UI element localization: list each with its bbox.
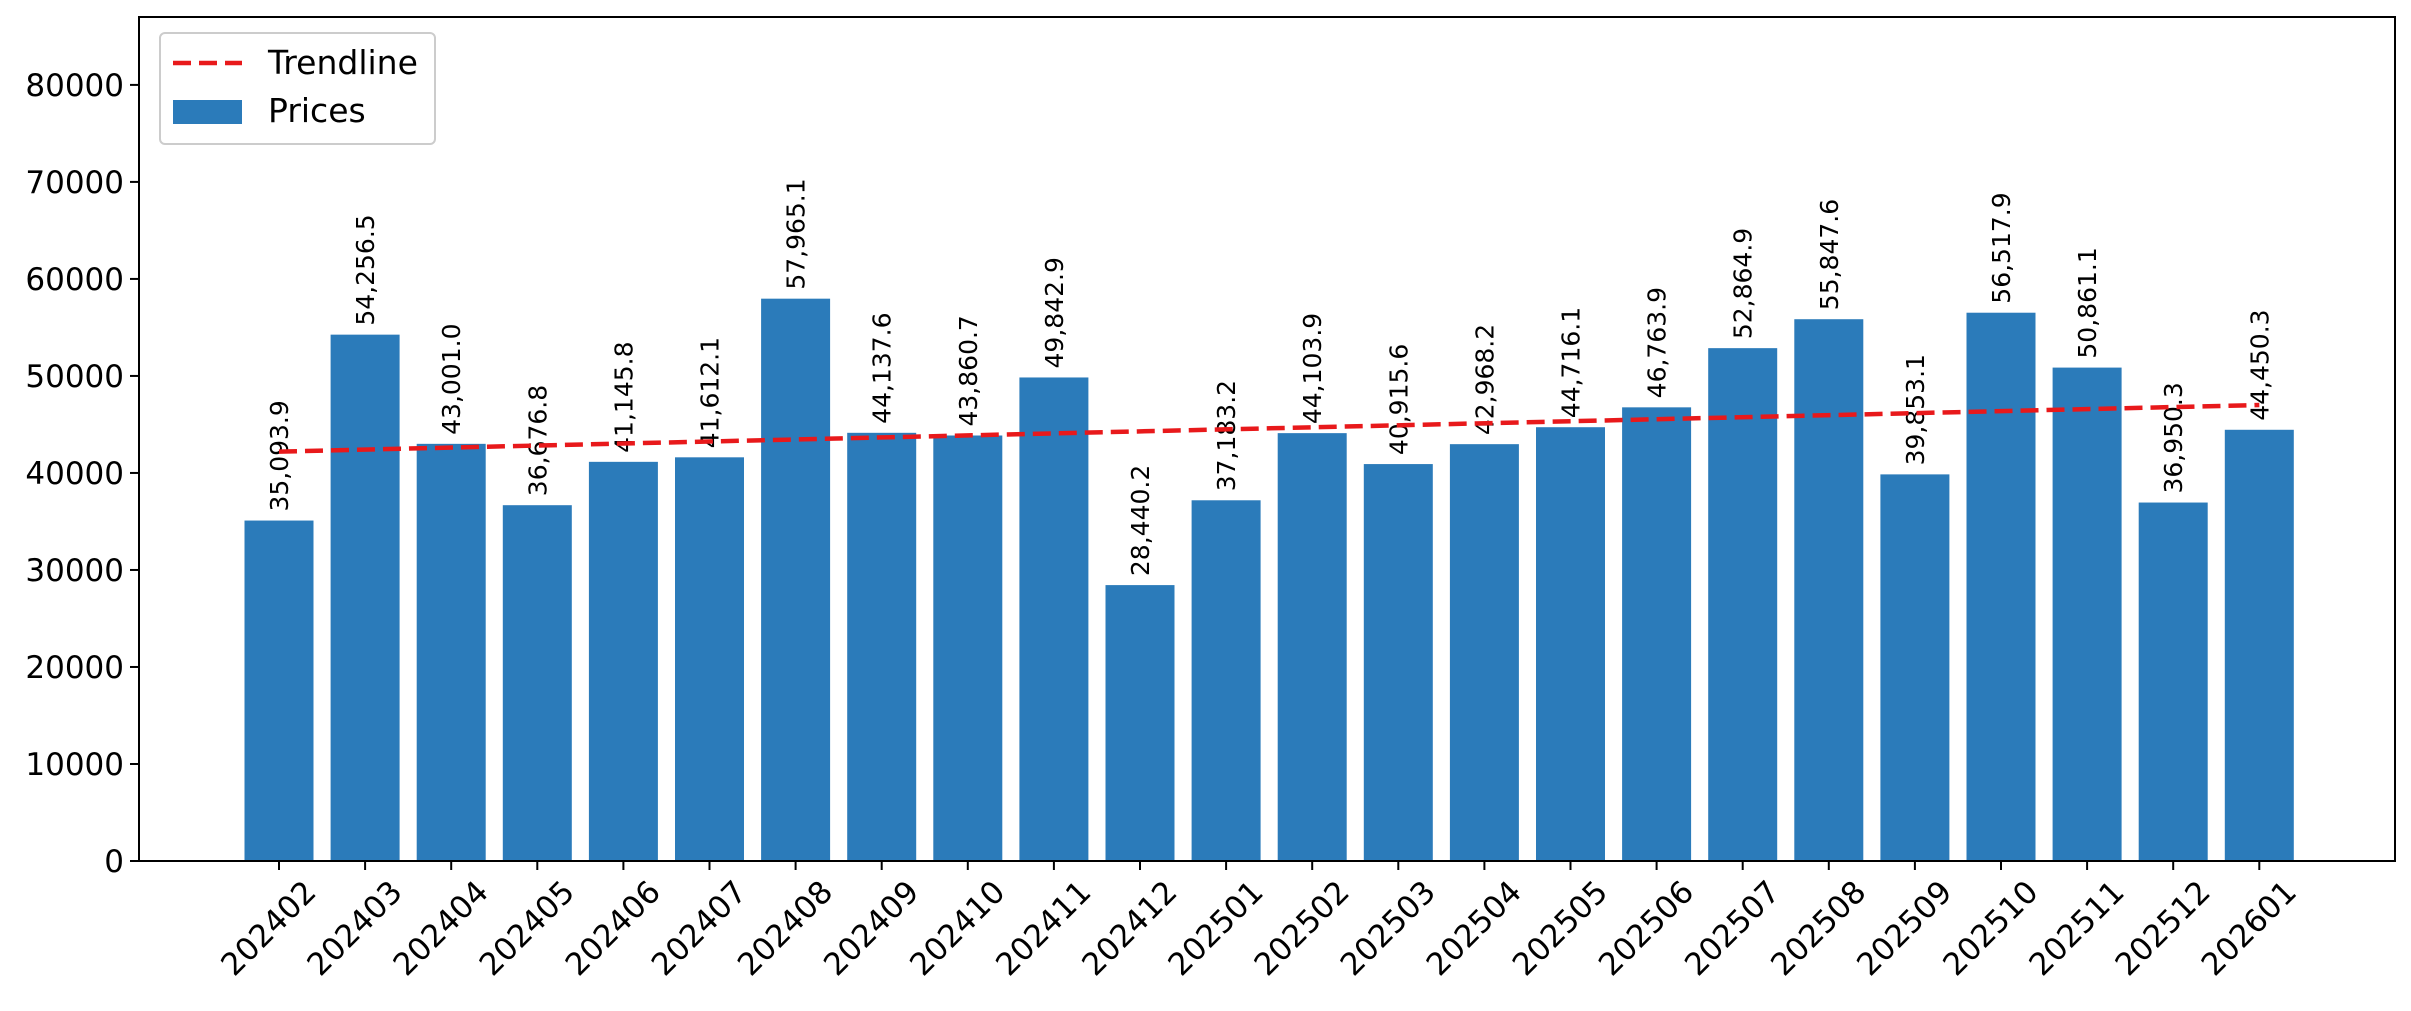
x-tick-label: 202408 — [731, 874, 840, 983]
bar-202408 — [761, 298, 831, 862]
data-label-202412: 28,440.2 — [1126, 465, 1155, 576]
bar-202506 — [1622, 407, 1692, 861]
x-tick-label: 202504 — [1420, 874, 1529, 983]
y-tick-label: 10000 — [25, 747, 124, 783]
data-label-202404: 43,001.0 — [437, 324, 466, 435]
x-tick-label: 202503 — [1334, 874, 1443, 983]
bar-202507 — [1708, 348, 1778, 861]
data-label-202406: 41,145.8 — [609, 342, 638, 453]
y-tick-label: 70000 — [25, 165, 124, 201]
x-tick-label: 202409 — [817, 874, 926, 983]
data-label-202409: 44,137.6 — [868, 312, 897, 423]
bar-202511 — [2052, 367, 2122, 861]
legend-prices-label: Prices — [268, 91, 366, 130]
y-axis: 0 10000 20000 30000 40000 50000 60000 70000 8000… — [25, 68, 139, 880]
x-tick-label: 202412 — [1075, 874, 1184, 983]
bar-202508 — [1794, 319, 1864, 861]
data-label-202503: 40,915.6 — [1384, 344, 1413, 455]
bar-202412 — [1105, 585, 1175, 861]
bar-202501 — [1191, 500, 1261, 861]
data-label-202506: 46,763.9 — [1643, 287, 1672, 398]
bar-202505 — [1536, 427, 1605, 861]
trendline — [278, 402, 2260, 454]
x-tick-label: 202505 — [1506, 874, 1615, 983]
data-label-202601: 44,450.3 — [2245, 309, 2274, 420]
x-tick-label: 202406 — [559, 874, 668, 983]
x-tick-label: 202407 — [645, 874, 754, 983]
bar-202510 — [1966, 312, 2036, 861]
data-label-202411: 49,842.9 — [1040, 257, 1069, 368]
x-axis: 2024022024032024042024052024062024072024… — [214, 861, 2304, 983]
legend: Trendline Prices — [159, 32, 436, 145]
bar-202504 — [1449, 444, 1519, 861]
x-tick-label: 202402 — [214, 874, 323, 983]
data-label-202509: 39,853.1 — [1901, 354, 1930, 465]
x-tick-label: 202601 — [2195, 874, 2304, 983]
legend-trendline-label: Trendline — [267, 43, 418, 82]
y-tick-label: 40000 — [25, 456, 124, 492]
data-label-202512: 36,950.3 — [2159, 382, 2188, 493]
y-tick-label: 30000 — [25, 553, 124, 589]
x-tick-label: 202512 — [2109, 874, 2218, 983]
bar-202509 — [1880, 474, 1950, 861]
x-tick-label: 202506 — [1592, 874, 1701, 983]
x-tick-label: 202405 — [473, 874, 582, 983]
bar-202411 — [1019, 377, 1089, 861]
bar-202503 — [1363, 464, 1433, 861]
bar-202406 — [588, 461, 658, 861]
bars-layer — [244, 298, 2294, 862]
y-tick-label: 0 — [104, 844, 124, 880]
data-label-202408: 57,965.1 — [782, 178, 811, 289]
x-tick-label: 202410 — [903, 874, 1012, 983]
bar-202404 — [416, 443, 486, 861]
data-label-202502: 44,103.9 — [1298, 313, 1327, 424]
data-label-202508: 55,847.6 — [1815, 199, 1844, 310]
x-tick-label: 202403 — [300, 874, 409, 983]
data-label-202402: 35,093.9 — [265, 400, 294, 511]
x-tick-label: 202507 — [1678, 874, 1787, 983]
x-tick-label: 202508 — [1764, 874, 1873, 983]
legend-prices-swatch — [173, 100, 242, 124]
x-tick-label: 202502 — [1248, 874, 1357, 983]
data-label-202403: 54,256.5 — [351, 214, 380, 325]
bar-202502 — [1277, 433, 1347, 861]
x-tick-label: 202509 — [1850, 874, 1959, 983]
data-label-202410: 43,860.7 — [954, 315, 983, 426]
y-tick-label: 50000 — [25, 359, 124, 395]
bar-202410 — [933, 435, 1003, 861]
bar-202409 — [847, 432, 917, 861]
data-label-202511: 50,861.1 — [2073, 247, 2102, 358]
bar-202407 — [675, 457, 744, 861]
x-tick-label: 202510 — [1936, 874, 2045, 983]
bar-202512 — [2138, 502, 2208, 861]
bar-202405 — [502, 505, 572, 861]
x-tick-label: 202404 — [387, 874, 496, 983]
y-tick-label: 20000 — [25, 650, 124, 686]
x-tick-label: 202501 — [1161, 874, 1270, 983]
data-label-202407: 41,612.1 — [696, 337, 725, 448]
data-label-202405: 36,676.8 — [523, 385, 552, 496]
data-label-202505: 44,716.1 — [1557, 307, 1586, 418]
bar-202403 — [330, 334, 400, 861]
y-tick-label: 60000 — [25, 262, 124, 298]
y-tick-label: 80000 — [25, 68, 124, 104]
data-label-202504: 42,968.2 — [1470, 324, 1499, 435]
data-label-202507: 52,864.9 — [1729, 228, 1758, 339]
data-label-202510: 56,517.9 — [1987, 192, 2016, 303]
data-label-202501: 37,183.2 — [1212, 380, 1241, 491]
x-tick-label: 202511 — [2022, 874, 2131, 983]
plot-frame — [138, 16, 2396, 862]
bar-202601 — [2224, 429, 2294, 861]
data-labels-layer: 35,093.9 54,256.5 43,001.0 36,676.8 41,145.8… — [265, 178, 2274, 576]
bar-202402 — [244, 520, 314, 861]
x-tick-label: 202411 — [989, 874, 1098, 983]
